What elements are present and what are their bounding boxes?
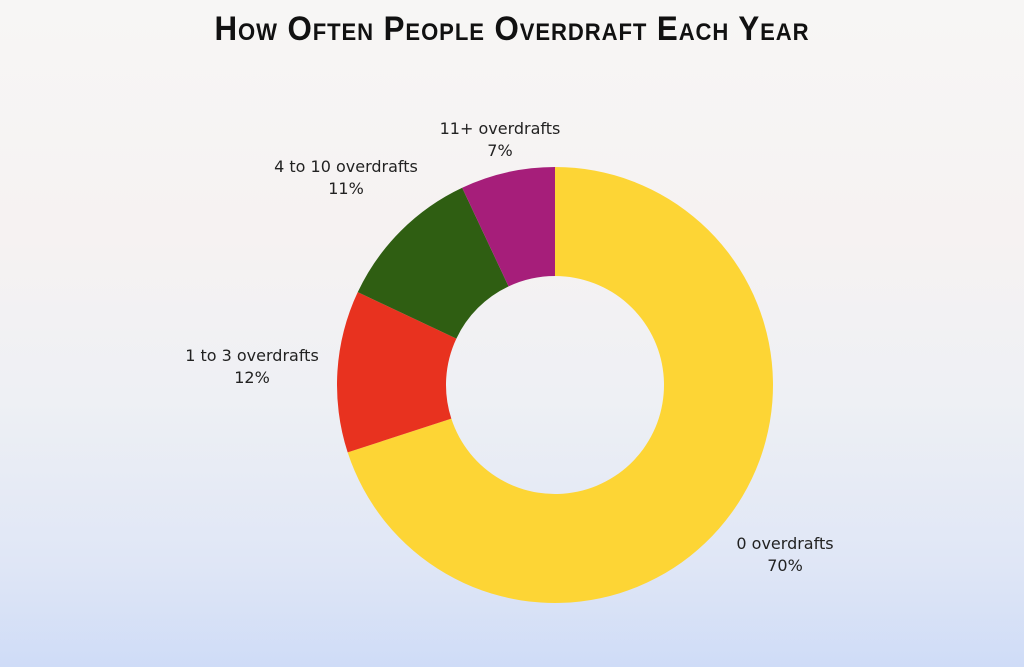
slice-value-label: 7% xyxy=(487,141,512,160)
donut-slice-4-to-10-overdrafts xyxy=(357,187,509,339)
chart-title: How Often People Overdraft Each Year xyxy=(214,10,810,48)
slice-category-label: 1 to 3 overdrafts xyxy=(185,346,319,365)
slice-category-label: 11+ overdrafts xyxy=(440,119,561,138)
donut-slice-1-to-3-overdrafts xyxy=(337,292,457,453)
donut-slice-11-overdrafts xyxy=(462,167,555,287)
slice-value-label: 70% xyxy=(767,556,803,575)
slice-value-label: 11% xyxy=(328,179,364,198)
slice-value-label: 12% xyxy=(234,368,270,387)
slice-category-label: 0 overdrafts xyxy=(736,534,833,553)
donut-slice-0-overdrafts xyxy=(347,167,773,603)
slice-category-label: 4 to 10 overdrafts xyxy=(274,157,418,176)
